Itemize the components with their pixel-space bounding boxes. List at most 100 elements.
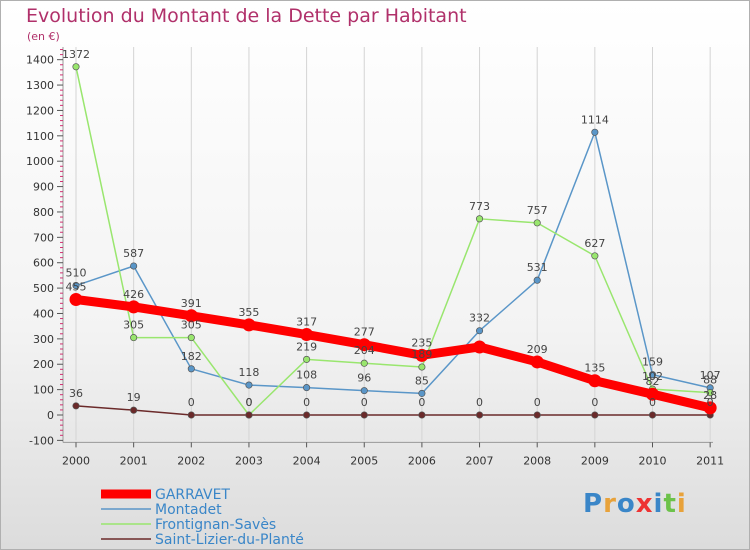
x-tick-label: 2005 (350, 454, 378, 467)
series-line-0 (71, 295, 715, 413)
data-point (130, 262, 138, 270)
data-point (648, 371, 657, 379)
data-label: 355 (238, 306, 259, 319)
data-point (533, 411, 541, 419)
data-point (303, 355, 311, 363)
data-point (591, 128, 599, 136)
y-tick-label: 200 (33, 358, 54, 371)
x-tick-label: 2000 (62, 454, 90, 467)
data-label: 0 (707, 396, 714, 409)
data-label: 627 (584, 237, 605, 250)
proxiti-logo: Proxiti (583, 489, 687, 519)
data-label: 587 (123, 247, 144, 260)
data-label: 107 (700, 369, 721, 382)
data-label: 317 (296, 316, 317, 329)
data-label: 182 (181, 350, 202, 363)
x-tick-label: 2003 (235, 454, 263, 467)
legend-label: Montadet (155, 502, 222, 518)
data-point (533, 219, 541, 227)
data-label: 0 (188, 396, 195, 409)
y-tick-label: 1300 (26, 79, 54, 92)
data-label: 96 (357, 372, 371, 385)
data-label: 0 (476, 396, 483, 409)
x-tick-label: 2009 (581, 454, 609, 467)
data-label: 531 (527, 261, 548, 274)
data-label: 1372 (62, 48, 90, 61)
y-tick-label: 1400 (26, 54, 54, 67)
data-point (245, 381, 253, 389)
data-point (588, 374, 602, 388)
data-label: 85 (415, 374, 429, 387)
x-tick-label: 2001 (120, 454, 148, 467)
data-label: 305 (181, 319, 202, 332)
chart-subtitle: (en €) (27, 30, 60, 43)
data-point (184, 309, 198, 323)
data-point (418, 389, 426, 397)
x-tick-label: 2007 (466, 454, 494, 467)
data-point (187, 365, 195, 373)
x-tick-label: 2011 (696, 454, 724, 467)
y-tick-label: 900 (33, 181, 54, 194)
chart-title: Evolution du Montant de la Dette par Hab… (26, 5, 467, 27)
data-point (473, 340, 487, 354)
data-label: 135 (584, 362, 605, 375)
data-label: 235 (411, 336, 432, 349)
y-tick-label: -100 (29, 434, 54, 447)
y-tick-label: 400 (33, 307, 54, 320)
data-label: 19 (127, 391, 141, 404)
data-label: 82 (646, 375, 660, 388)
data-point (475, 215, 484, 223)
series-line-2 (75, 66, 711, 416)
data-label: 0 (245, 396, 252, 409)
data-point (533, 276, 541, 284)
legend-label: Saint-Lizier-du-Planté (155, 532, 304, 548)
y-tick-label: 1000 (26, 155, 54, 168)
data-label: 305 (123, 319, 144, 332)
data-label: 159 (642, 356, 663, 369)
data-label: 510 (66, 267, 87, 280)
data-label: 1114 (581, 113, 609, 126)
data-label: 0 (245, 396, 252, 409)
data-label: 118 (238, 366, 259, 379)
data-label: 108 (296, 369, 317, 382)
data-label: 0 (591, 396, 598, 409)
data-point (303, 411, 311, 419)
data-label: 0 (361, 396, 368, 409)
data-label: 0 (534, 396, 541, 409)
data-label: 0 (418, 396, 425, 409)
data-point (360, 359, 368, 367)
data-point (703, 401, 717, 415)
data-point (646, 387, 659, 401)
data-label: 391 (181, 297, 202, 310)
data-label: 102 (642, 370, 663, 383)
y-tick-label: 800 (33, 206, 54, 219)
data-point (127, 300, 141, 314)
data-point (706, 389, 714, 397)
data-point (648, 411, 657, 419)
data-label: 209 (527, 343, 548, 356)
data-label: 757 (527, 204, 548, 217)
y-tick-label: 500 (33, 282, 54, 295)
data-point (415, 348, 429, 362)
y-tick-label: 700 (33, 231, 54, 244)
data-point (130, 406, 138, 414)
data-label: 0 (649, 396, 656, 409)
data-point (130, 334, 138, 342)
data-point (591, 252, 599, 260)
data-point (360, 387, 368, 395)
data-label: 189 (411, 348, 432, 361)
data-point (187, 411, 195, 419)
data-point (475, 327, 484, 335)
y-tick-label: 100 (33, 384, 54, 397)
data-label: 773 (469, 200, 490, 213)
data-point (300, 328, 314, 342)
data-label: 28 (703, 389, 717, 402)
data-point (242, 318, 256, 332)
data-point (69, 293, 83, 307)
x-tick-label: 2004 (293, 454, 321, 467)
data-point (418, 363, 426, 371)
data-label: 204 (354, 344, 375, 357)
y-tick-label: 300 (33, 333, 54, 346)
